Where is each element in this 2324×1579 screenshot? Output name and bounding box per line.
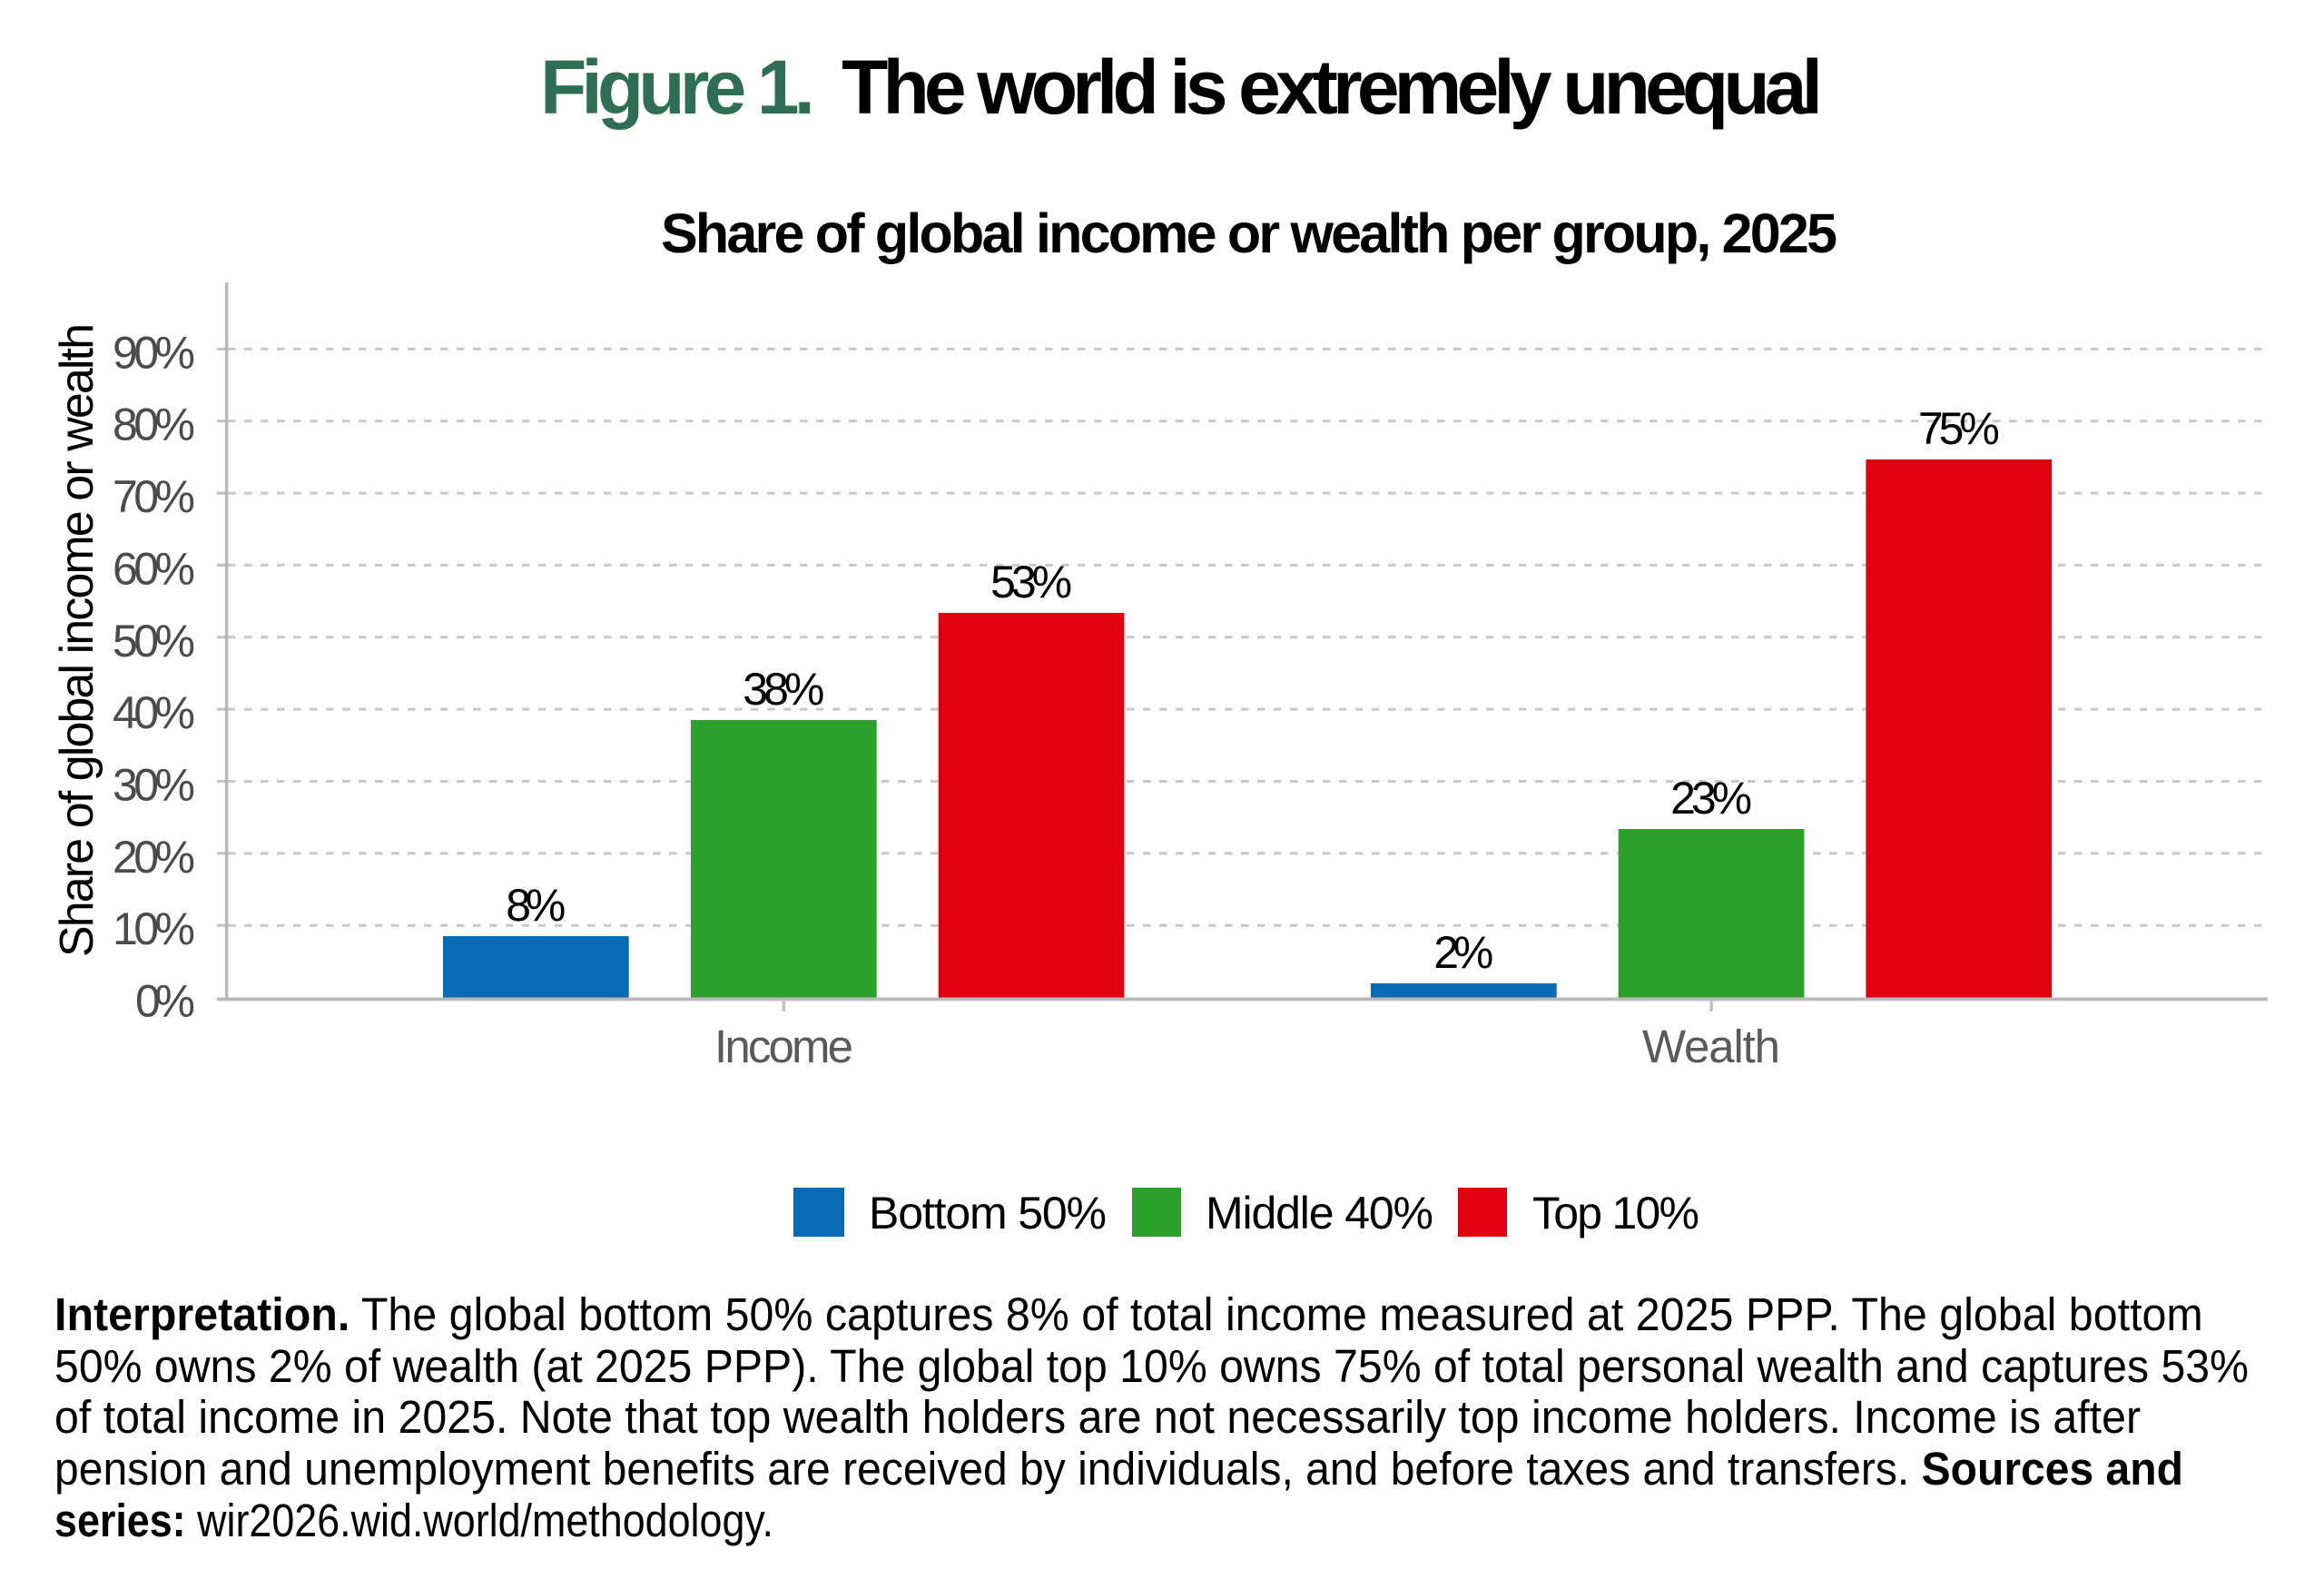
svg-text:The world is extremely unequal: The world is extremely unequal bbox=[842, 44, 1823, 130]
svg-text:70%: 70% bbox=[113, 471, 195, 522]
svg-text:Middle 40%: Middle 40% bbox=[1206, 1188, 1433, 1239]
svg-text:Figure 1.: Figure 1. bbox=[540, 44, 815, 130]
svg-text:30%: 30% bbox=[113, 760, 195, 811]
svg-text:Share of global income or weal: Share of global income or wealth per gro… bbox=[661, 202, 1837, 264]
svg-text:0%: 0% bbox=[135, 976, 195, 1027]
svg-text:Top 10%: Top 10% bbox=[1532, 1188, 1699, 1239]
svg-text:80%: 80% bbox=[113, 400, 195, 450]
svg-text:Share of global income or weal: Share of global income or wealth bbox=[51, 323, 103, 957]
svg-text:90%: 90% bbox=[113, 327, 195, 378]
svg-text:Income: Income bbox=[714, 1021, 853, 1072]
svg-text:60%: 60% bbox=[113, 543, 195, 594]
svg-text:50%: 50% bbox=[113, 616, 195, 666]
svg-text:8%: 8% bbox=[506, 880, 566, 931]
svg-text:Wealth: Wealth bbox=[1642, 1021, 1780, 1072]
svg-text:53%: 53% bbox=[990, 557, 1072, 607]
svg-text:23%: 23% bbox=[1670, 773, 1752, 824]
svg-text:40%: 40% bbox=[113, 687, 195, 738]
svg-text:Bottom 50%: Bottom 50% bbox=[869, 1188, 1107, 1239]
svg-text:75%: 75% bbox=[1918, 403, 2000, 454]
svg-text:10%: 10% bbox=[113, 903, 195, 954]
svg-text:38%: 38% bbox=[743, 664, 824, 715]
svg-text:2%: 2% bbox=[1433, 927, 1493, 978]
svg-text:20%: 20% bbox=[113, 832, 195, 883]
